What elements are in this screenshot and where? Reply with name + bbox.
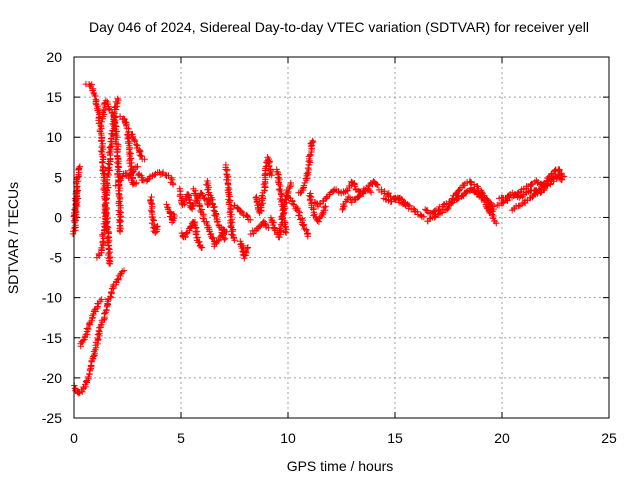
x-tick-label: 5 [177, 430, 185, 446]
grid-lines [74, 57, 609, 418]
x-axis-label: GPS time / hours [287, 458, 394, 474]
chart-title: Day 046 of 2024, Sidereal Day-to-day VTE… [89, 19, 589, 35]
y-tick-label: 10 [46, 129, 62, 145]
y-tick-label: -25 [42, 410, 62, 426]
tick-labels: 0 5 10 15 20 25 -25 -20 -15 -10 -5 0 5 10 15 20 [42, 49, 617, 446]
y-tick-label: 20 [46, 49, 62, 65]
x-tick-label: 0 [70, 430, 78, 446]
y-tick-label: -5 [50, 250, 63, 266]
y-tick-label: -10 [42, 290, 62, 306]
x-tick-label: 15 [387, 430, 403, 446]
x-tick-label: 20 [494, 430, 510, 446]
x-tick-label: 10 [280, 430, 296, 446]
y-tick-label: 0 [54, 209, 62, 225]
x-tick-label: 25 [601, 430, 617, 446]
y-tick-label: -15 [42, 330, 62, 346]
y-axis-label: SDTVAR / TECUs [5, 182, 21, 294]
y-tick-label: 15 [46, 89, 62, 105]
y-tick-label: 5 [54, 169, 62, 185]
y-tick-label: -20 [42, 370, 62, 386]
plot-border [73, 56, 610, 419]
